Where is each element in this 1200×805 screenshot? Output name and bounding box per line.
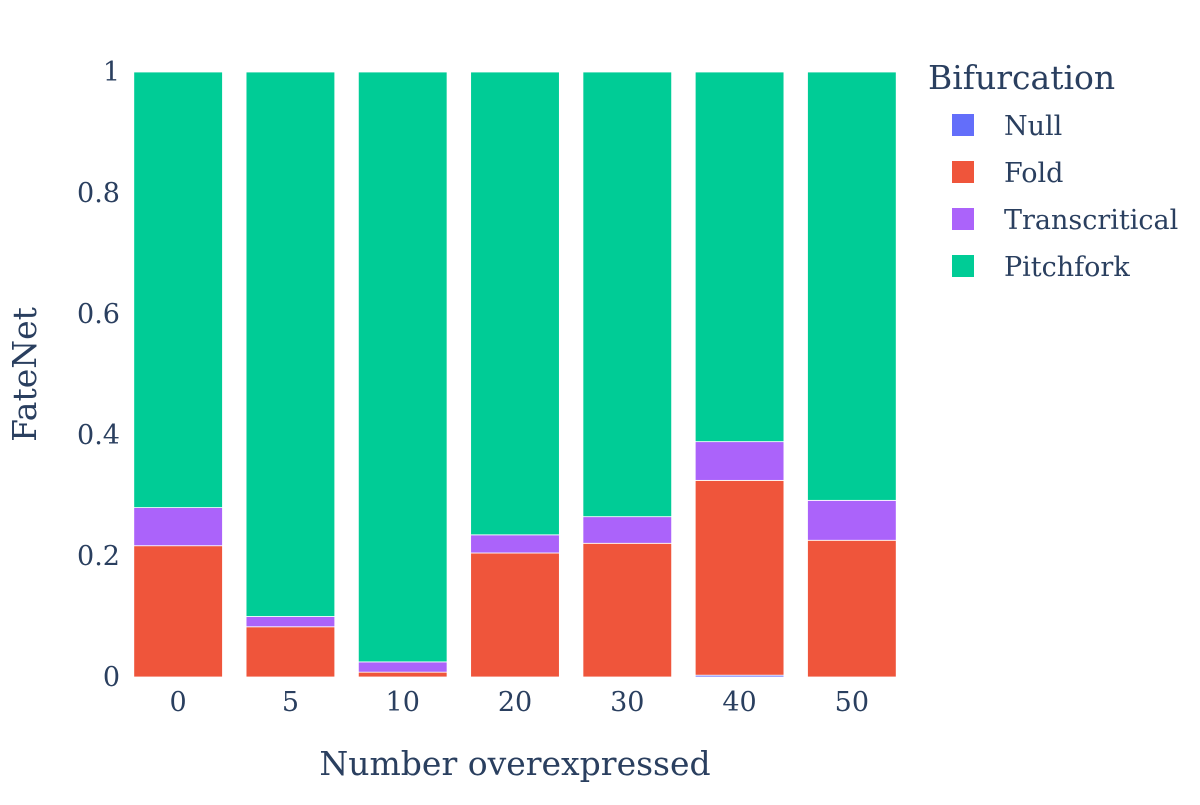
- bars-layer: [133, 71, 897, 678]
- bar-transcritical-40: [694, 441, 785, 481]
- legend-title: Bifurcation: [928, 58, 1115, 97]
- bar-fold-0: [133, 545, 223, 678]
- bar-pitchfork-20: [470, 71, 560, 536]
- x-tick-label: 30: [610, 687, 644, 718]
- bar-transcritical-0: [133, 507, 223, 547]
- y-tick-label: 0: [103, 662, 120, 693]
- y-axis-ticks: 0 0.2 0.4 0.6 0.8 1: [77, 57, 120, 693]
- bar-pitchfork-40: [694, 71, 785, 443]
- x-tick-label: 0: [170, 687, 187, 718]
- bar-fold-10: [357, 671, 448, 678]
- bar-transcritical-5: [245, 616, 336, 628]
- x-tick-label: 10: [386, 687, 420, 718]
- x-tick-label: 5: [282, 687, 299, 718]
- legend: Null Fold Transcritical Pitchfork: [952, 111, 1178, 283]
- bar-transcritical-30: [582, 516, 673, 544]
- bar-fold-20: [470, 552, 560, 678]
- bar-fold-30: [582, 542, 673, 678]
- bar-pitchfork-50: [807, 71, 897, 501]
- bar-transcritical-50: [807, 499, 897, 541]
- y-tick-label: 1: [103, 57, 120, 88]
- legend-swatch-null: [952, 114, 974, 136]
- y-tick-label: 0.4: [77, 420, 120, 451]
- legend-label-transcritical: Transcritical: [1004, 205, 1178, 236]
- bar-pitchfork-5: [245, 71, 336, 617]
- y-tick-label: 0.2: [77, 541, 120, 572]
- bar-pitchfork-10: [357, 71, 448, 663]
- bar-pitchfork-0: [133, 71, 223, 509]
- y-tick-label: 0.8: [77, 178, 120, 209]
- bar-transcritical-20: [470, 534, 560, 554]
- legend-label-fold: Fold: [1004, 158, 1063, 189]
- x-axis-title: Number overexpressed: [319, 744, 710, 783]
- y-axis-title: FateNet: [5, 307, 44, 442]
- bar-fold-5: [245, 626, 336, 678]
- x-tick-label: 50: [835, 687, 869, 718]
- bar-pitchfork-30: [582, 71, 673, 518]
- bar-transcritical-10: [357, 661, 448, 673]
- bar-fold-50: [807, 539, 897, 678]
- legend-label-null: Null: [1004, 111, 1062, 142]
- x-tick-label: 20: [498, 687, 532, 718]
- legend-swatch-transcritical: [952, 208, 974, 230]
- y-tick-label: 0.6: [77, 299, 120, 330]
- legend-swatch-pitchfork: [952, 255, 974, 277]
- legend-swatch-fold: [952, 161, 974, 183]
- legend-label-pitchfork: Pitchfork: [1004, 252, 1130, 283]
- bar-fold-40: [694, 479, 785, 676]
- x-tick-label: 40: [722, 687, 756, 718]
- x-axis-ticks: 0 5 10 20 30 40 50: [170, 687, 869, 718]
